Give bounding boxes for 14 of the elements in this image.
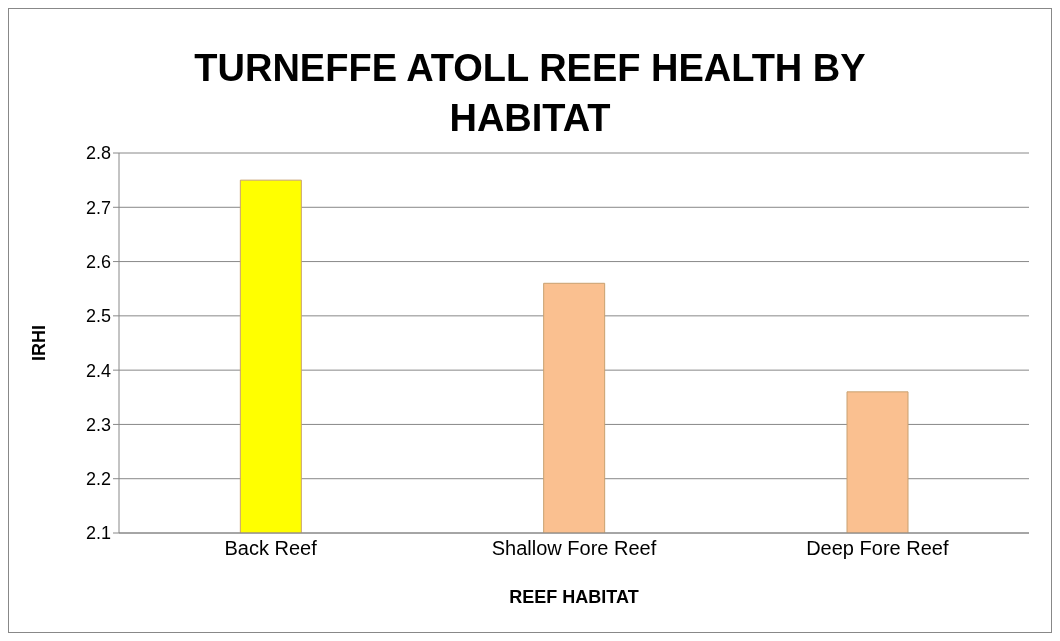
y-tick-label: 2.4 [85,360,111,381]
y-tick-label: 2.7 [85,197,111,218]
chart-title: TURNEFFE ATOLL REEF HEALTH BY HABITAT [193,46,867,141]
x-tick-label: Shallow Fore Reef [491,537,657,560]
y-tick-label: 2.6 [85,251,111,272]
y-tick-label: 2.5 [85,306,111,327]
x-axis-title: REEF HABITAT [509,587,639,607]
x-tick-label: Deep Fore Reef [806,537,949,560]
y-axis-title: IRHI [29,325,50,361]
x-tick-label: Back Reef [224,537,318,560]
y-tick-label: 2.1 [85,523,111,544]
y-tick-label: 2.3 [85,414,111,435]
y-tick-label: 2.2 [85,469,111,490]
y-tick-label: 2.8 [85,143,111,164]
